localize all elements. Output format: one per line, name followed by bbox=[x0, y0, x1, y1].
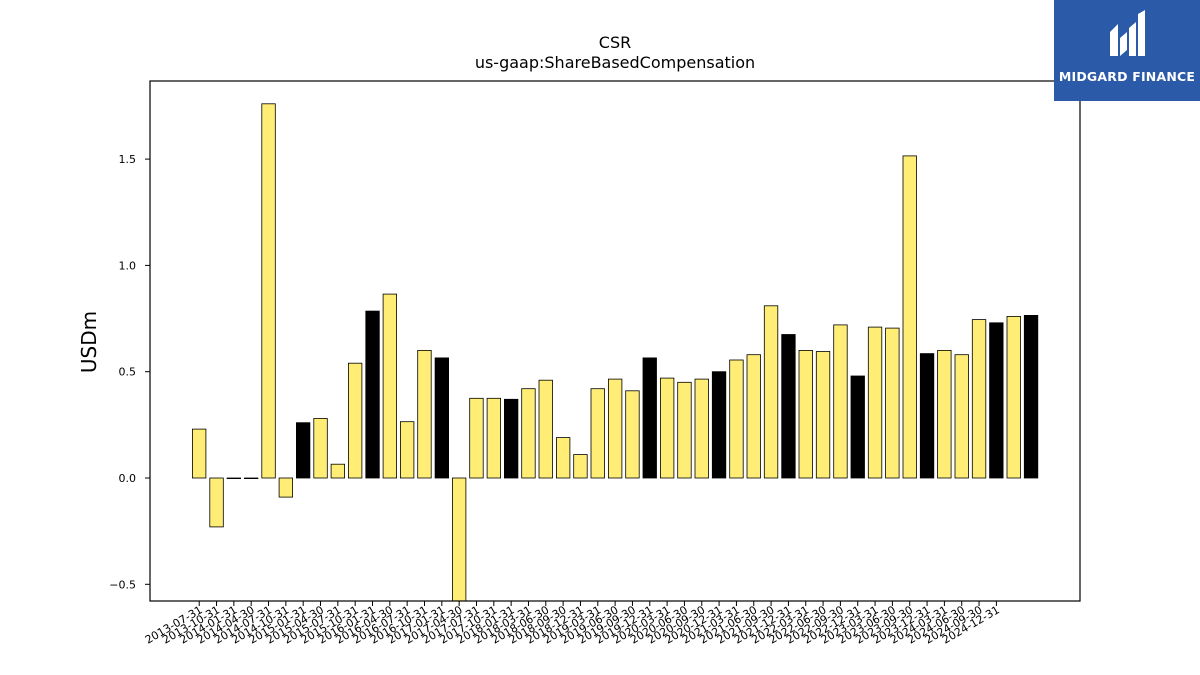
y-tick-label: 1.5 bbox=[119, 153, 137, 166]
bar bbox=[261, 103, 276, 479]
chart-title: CSR bbox=[599, 33, 631, 52]
bar bbox=[434, 357, 450, 479]
bar bbox=[867, 326, 883, 479]
bar bbox=[781, 334, 796, 479]
bar bbox=[486, 397, 502, 479]
bar bbox=[399, 421, 415, 479]
bar bbox=[330, 463, 346, 479]
bar bbox=[313, 418, 328, 479]
bar bbox=[209, 477, 224, 528]
bar bbox=[642, 357, 657, 479]
y-tick-label: 1.0 bbox=[119, 259, 137, 272]
bar bbox=[469, 397, 484, 479]
bar bbox=[937, 349, 952, 479]
bar bbox=[295, 422, 311, 479]
bar bbox=[971, 319, 987, 479]
x-axis-ticks: 2013-07-312013-10-312014-01-312014-04-30… bbox=[143, 601, 1002, 647]
bar bbox=[608, 378, 623, 479]
chart-subtitle: us-gaap:ShareBasedCompensation bbox=[475, 53, 755, 72]
bar bbox=[677, 381, 692, 479]
bar bbox=[1023, 314, 1039, 479]
bar bbox=[729, 359, 744, 479]
bar bbox=[347, 362, 363, 479]
plot-frame bbox=[149, 80, 1081, 602]
logo-text: MIDGARD FINANCE bbox=[1058, 69, 1196, 84]
company-logo: MIDGARD FINANCE bbox=[1054, 0, 1200, 101]
y-axis-ticks: −0.5 0.0 0.5 1.0 1.5 bbox=[109, 153, 150, 591]
bar bbox=[590, 388, 605, 479]
bar bbox=[503, 398, 519, 479]
bar bbox=[885, 327, 900, 479]
bar bbox=[694, 378, 709, 479]
bar bbox=[191, 428, 207, 479]
bar bbox=[815, 351, 831, 479]
bar bbox=[365, 310, 380, 479]
bar bbox=[798, 349, 813, 479]
bar bbox=[989, 322, 1004, 479]
y-tick-label: 0.5 bbox=[119, 366, 137, 379]
y-axis-label: USDm bbox=[77, 311, 101, 373]
bar bbox=[1006, 315, 1021, 479]
bar bbox=[850, 375, 865, 479]
y-tick-label: −0.5 bbox=[109, 578, 136, 591]
bar bbox=[763, 305, 779, 479]
bar bbox=[451, 477, 467, 601]
bar bbox=[243, 477, 259, 480]
bar bbox=[833, 324, 848, 479]
midgard-logo-icon bbox=[1110, 10, 1145, 56]
bar bbox=[521, 388, 536, 479]
y-tick-label: 0.0 bbox=[119, 472, 137, 485]
bar bbox=[417, 349, 432, 479]
bar bbox=[573, 454, 588, 479]
bar bbox=[556, 437, 571, 479]
bar bbox=[954, 354, 969, 479]
bar bbox=[919, 353, 935, 479]
bar bbox=[278, 477, 294, 498]
bar bbox=[711, 371, 727, 479]
bar bbox=[538, 379, 553, 479]
bar bbox=[625, 390, 640, 479]
bar bbox=[226, 477, 242, 480]
bars-group bbox=[191, 103, 1039, 601]
bar bbox=[382, 293, 398, 479]
bar bbox=[746, 354, 761, 479]
bar bbox=[902, 155, 917, 479]
bar bbox=[660, 377, 675, 479]
